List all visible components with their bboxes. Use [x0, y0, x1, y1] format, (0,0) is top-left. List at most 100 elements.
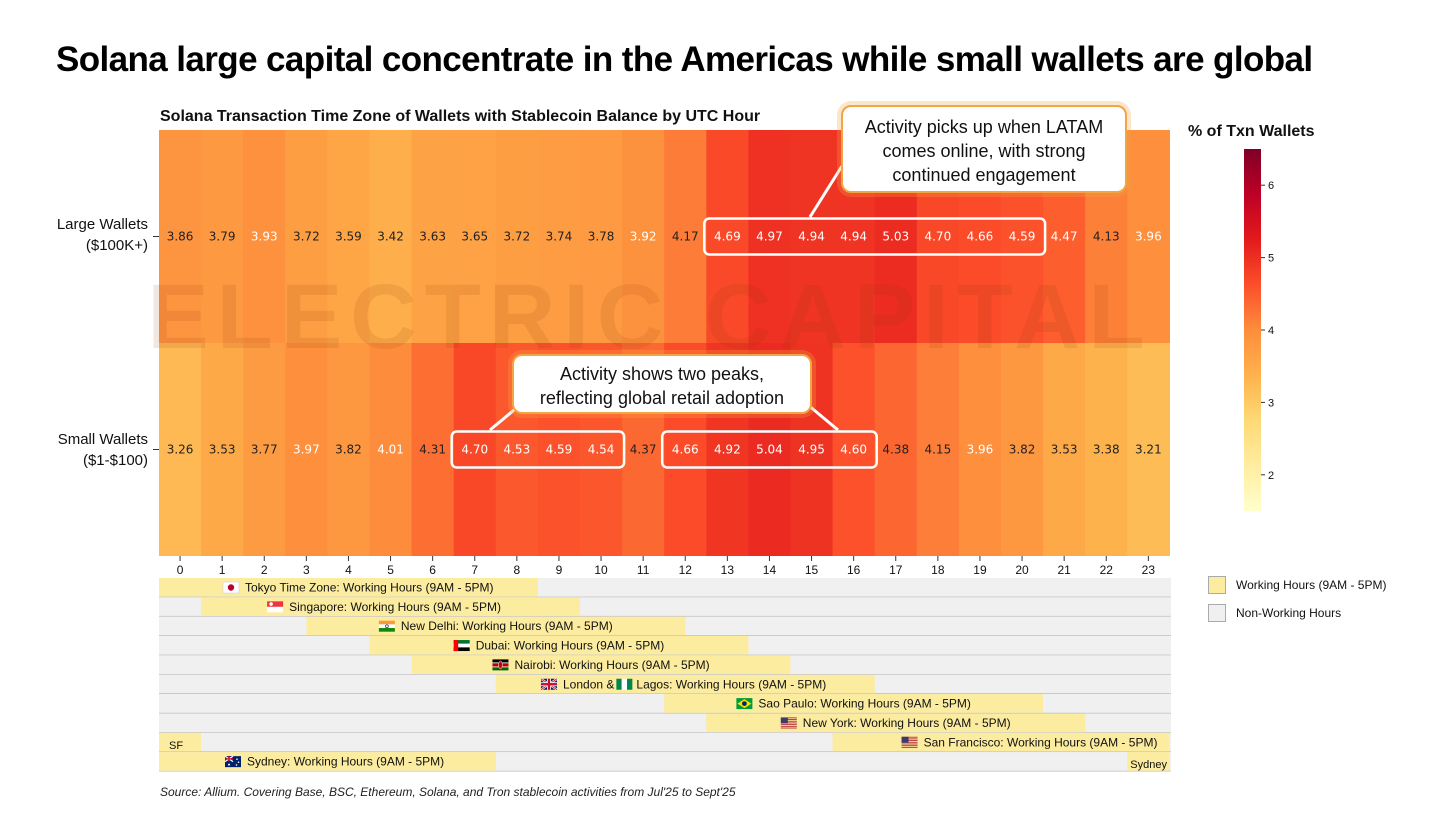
- x-tick-label: 0: [177, 563, 184, 577]
- cell-value-label: 3.63: [419, 230, 446, 244]
- cell-value-label: 4.47: [1051, 230, 1078, 244]
- x-tick-label: 8: [514, 563, 521, 577]
- heatmap-cell: [832, 343, 876, 556]
- cell-value-label: 5.04: [756, 443, 783, 457]
- x-tick-label: 18: [931, 563, 945, 577]
- timezone-short-label: SF: [169, 740, 183, 752]
- row-label-line: ($100K+): [85, 237, 148, 254]
- heatmap-value-labels: 3.86 3.79 3.93 3.72 3.59 3.42 3.63 3.65 3.72 3.74…: [167, 230, 1162, 457]
- heatmap-cell: [1127, 130, 1170, 343]
- nigeria-flag-icon: [616, 678, 633, 690]
- heatmap-cell: [201, 130, 244, 343]
- heatmap-cell: [285, 130, 328, 343]
- heatmap-cell: [243, 130, 286, 343]
- legend-swatch-non-working: [1208, 604, 1226, 622]
- working-hours-bar: [306, 616, 686, 636]
- timezone-rows: Tokyo Time Zone: Working Hours (9AM - 5P…: [159, 578, 1171, 772]
- x-tick-label: 7: [471, 563, 478, 577]
- x-tick-label: 2: [261, 563, 268, 577]
- x-tick-label: 10: [594, 563, 608, 577]
- timezone-label: Sao Paulo: Working Hours (9AM - 5PM): [758, 697, 971, 711]
- heatmap-cell: [664, 130, 707, 343]
- cell-value-label: 3.96: [1135, 230, 1162, 244]
- cell-value-label: 4.54: [588, 443, 615, 457]
- heatmap-cell: [201, 343, 244, 556]
- timezone-row: London & Lagos: Working Hours (9AM - 5PM…: [159, 674, 1171, 695]
- india-flag-icon: [378, 620, 395, 632]
- heatmap-cell: [1127, 343, 1170, 556]
- timezone-label: San Francisco: Working Hours (9AM - 5PM): [924, 735, 1158, 749]
- highlight-box: [450, 430, 626, 469]
- heatmap-cell: [369, 343, 413, 556]
- cell-value-label: 3.79: [209, 230, 236, 244]
- x-tick-label: 22: [1100, 563, 1114, 577]
- cell-value-label: 4.94: [840, 230, 867, 244]
- cell-value-label: 3.93: [251, 230, 278, 244]
- cell-value-label: 4.66: [672, 443, 699, 457]
- cell-value-label: 3.82: [1009, 443, 1036, 457]
- annotation-line: Activity shows two peaks,: [559, 364, 765, 384]
- x-tick-label: 17: [889, 563, 903, 577]
- x-tick-label: 20: [1015, 563, 1029, 577]
- annotation-line: continued engagement: [892, 165, 1076, 185]
- cell-value-label: 4.13: [1093, 230, 1120, 244]
- x-tick-label: 19: [973, 563, 987, 577]
- heatmap-cell: [790, 130, 834, 343]
- annotation-large-wallets: Activity picks up when LATAM comes onlin…: [841, 105, 1127, 193]
- cell-value-label: 4.95: [798, 443, 825, 457]
- working-hours-bar: [664, 694, 1044, 713]
- cell-value-label: 5.03: [882, 230, 909, 244]
- heatmap-cell: [958, 343, 1002, 556]
- cell-value-label: 3.77: [251, 443, 278, 457]
- legend-non-working-hours: Non-Working Hours: [1208, 604, 1341, 622]
- usa-flag-icon: [901, 736, 918, 748]
- annotation-line: reflecting global retail adoption: [539, 388, 785, 408]
- cell-value-label: 4.15: [924, 443, 951, 457]
- cell-value-label: 4.53: [503, 443, 530, 457]
- heatmap-cell: [495, 130, 539, 343]
- x-tick-label: 1: [219, 563, 226, 577]
- timezone-label: Lagos: Working Hours (9AM - 5PM): [636, 677, 826, 691]
- singapore-flag-icon: [267, 601, 284, 613]
- cell-value-label: 3.72: [503, 230, 530, 244]
- cell-value-label: 4.38: [882, 443, 909, 457]
- working-hours-bar: [495, 674, 875, 694]
- annotation-line: Activity picks up when LATAM: [864, 117, 1104, 137]
- working-hours-bar: [159, 752, 496, 771]
- heatmap-cell: [537, 130, 581, 343]
- heatmap-cell: [1043, 343, 1086, 556]
- x-tick-label: 3: [303, 563, 310, 577]
- heatmap-cell: [411, 343, 455, 556]
- timezone-row: Sao Paulo: Working Hours (9AM - 5PM): [159, 694, 1171, 714]
- x-tick-label: 21: [1057, 563, 1071, 577]
- timezone-row: Nairobi: Working Hours (9AM - 5PM): [159, 655, 1171, 675]
- cell-value-label: 3.74: [546, 230, 573, 244]
- heatmap-cell: [369, 130, 413, 343]
- x-tick-label: 23: [1142, 563, 1156, 577]
- working-hours-bar: [706, 713, 1086, 733]
- heatmap-cell: [874, 343, 918, 556]
- cell-value-label: 3.42: [377, 230, 404, 244]
- timezone-row: Tokyo Time Zone: Working Hours (9AM - 5P…: [159, 578, 1171, 598]
- heatmap-cell: [453, 130, 497, 343]
- heatmap-cell: [1001, 343, 1044, 556]
- cell-value-label: 3.78: [588, 230, 615, 244]
- x-tick-label: 12: [679, 563, 693, 577]
- callout-pointer: [808, 165, 844, 218]
- timezone-label: Nairobi: Working Hours (9AM - 5PM): [515, 658, 710, 672]
- cell-value-label: 4.59: [1009, 230, 1036, 244]
- x-tick-label: 13: [721, 563, 735, 577]
- colorbar-gradient: [1244, 149, 1261, 511]
- heatmap-cell: [159, 130, 202, 343]
- highlight-boxes: [450, 217, 1047, 469]
- cell-value-label: 4.37: [630, 443, 657, 457]
- heatmap-cell: [706, 130, 749, 343]
- heatmap-cell: [580, 130, 623, 343]
- legend-swatch-working: [1208, 576, 1226, 594]
- brazil-flag-icon: [736, 698, 753, 710]
- x-tick-label: 14: [763, 563, 777, 577]
- row-label-small: Small Wallets ($1-$100): [0, 429, 148, 471]
- usa-flag-icon: [780, 717, 797, 729]
- x-tick-label: 6: [429, 563, 436, 577]
- colorbar-tick-label: 2: [1268, 470, 1274, 482]
